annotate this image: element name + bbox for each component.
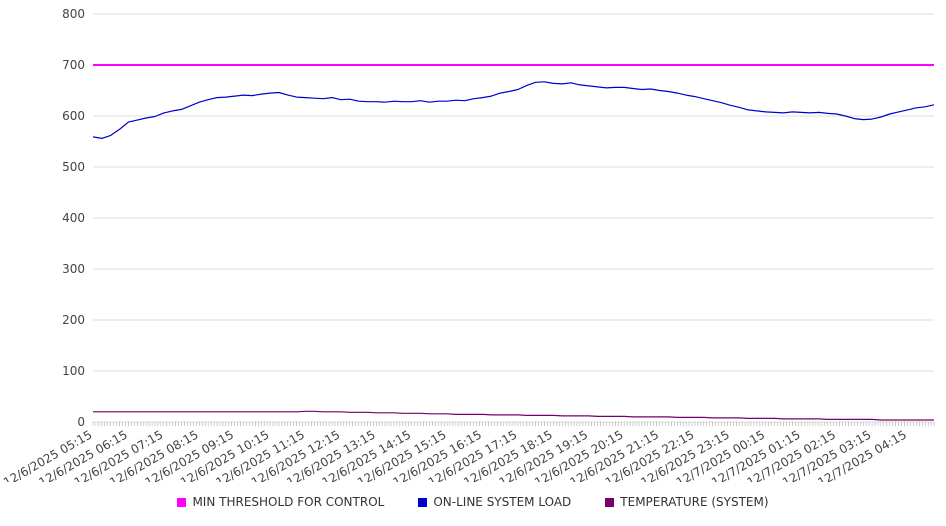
svg-text:700: 700: [62, 58, 85, 72]
svg-text:200: 200: [62, 313, 85, 327]
legend-item-temperature: TEMPERATURE (SYSTEM): [605, 495, 769, 509]
svg-text:600: 600: [62, 109, 85, 123]
svg-text:400: 400: [62, 211, 85, 225]
legend-label-temperature: TEMPERATURE (SYSTEM): [620, 495, 769, 509]
legend-item-system-load: ON-LINE SYSTEM LOAD: [418, 495, 571, 509]
svg-text:800: 800: [62, 7, 85, 21]
svg-text:500: 500: [62, 160, 85, 174]
legend-swatch-blue-icon: [418, 497, 428, 507]
legend-swatch-purple-icon: [605, 497, 615, 507]
chart-container: 0 100 200 300 400 500 600 700 800 12/6/2025 05:15…: [1, 7, 935, 482]
legend-label-system-load: ON-LINE SYSTEM LOAD: [433, 495, 572, 509]
legend-item-min-threshold: MIN THRESHOLD FOR CONTROL: [177, 495, 384, 509]
svg-text:300: 300: [62, 262, 85, 276]
chart-legend: MIN THRESHOLD FOR CONTROL ON-LINE SYSTEM…: [0, 482, 946, 522]
svg-text:100: 100: [62, 364, 85, 378]
svg-text:0: 0: [77, 415, 85, 429]
legend-label-min-threshold: MIN THRESHOLD FOR CONTROL: [192, 495, 385, 509]
legend-swatch-magenta-icon: [177, 497, 187, 507]
